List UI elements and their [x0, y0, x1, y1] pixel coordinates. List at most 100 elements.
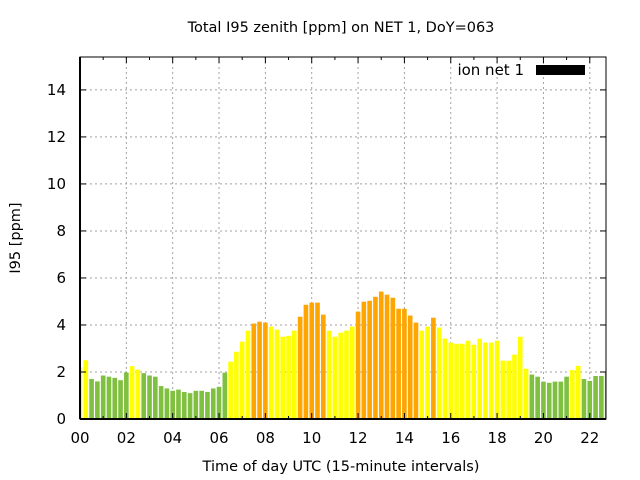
bar	[112, 377, 118, 419]
x-tick-label: 18	[488, 429, 507, 447]
bar	[286, 335, 291, 419]
bar	[454, 343, 459, 419]
bar	[419, 330, 425, 419]
bar	[529, 374, 535, 419]
bar	[604, 372, 606, 419]
x-tick-label: 06	[209, 429, 228, 447]
y-tick-label: 8	[56, 222, 66, 240]
bar	[239, 341, 245, 419]
bar	[448, 342, 454, 419]
y-tick-label: 12	[47, 128, 66, 146]
bar	[465, 340, 471, 419]
bar	[407, 315, 413, 419]
bar	[100, 375, 106, 419]
bar	[263, 322, 268, 419]
bar	[523, 368, 529, 419]
y-axis-label: I95 [ppm]	[8, 202, 24, 273]
bar	[517, 336, 523, 419]
bar	[558, 381, 564, 419]
bar	[141, 373, 147, 419]
bar	[575, 365, 581, 419]
bar	[245, 330, 251, 419]
bar	[344, 330, 349, 419]
bar	[402, 308, 407, 419]
bar	[546, 382, 552, 419]
bar	[413, 322, 419, 419]
y-tick-label: 2	[56, 363, 66, 381]
bar	[378, 291, 384, 419]
bar	[193, 390, 199, 419]
bar	[135, 369, 141, 419]
bar	[442, 338, 448, 419]
bar	[425, 326, 430, 419]
bar	[320, 314, 326, 419]
x-tick-label: 16	[441, 429, 460, 447]
legend-swatch	[536, 65, 585, 75]
bar	[129, 366, 135, 419]
bar	[297, 316, 303, 419]
bar	[506, 360, 511, 419]
y-tick-label: 10	[47, 175, 66, 193]
x-tick-label: 22	[580, 429, 599, 447]
bar	[483, 342, 488, 419]
bar	[292, 330, 297, 419]
chart-title: Total I95 zenith [ppm] on NET 1, DoY=063	[187, 20, 495, 36]
bar	[124, 372, 129, 419]
bar	[164, 388, 170, 419]
x-tick-label: 10	[302, 429, 321, 447]
bar	[471, 344, 477, 419]
bar	[535, 376, 540, 419]
bar	[315, 302, 320, 419]
bar	[257, 321, 262, 419]
bar	[390, 297, 396, 419]
bar	[176, 389, 181, 419]
axes	[79, 56, 607, 420]
bar	[216, 386, 222, 419]
bar	[349, 326, 355, 419]
y-tick-label: 14	[47, 81, 66, 99]
bar	[205, 391, 210, 419]
bar	[187, 393, 193, 419]
x-tick-label: 12	[349, 429, 368, 447]
x-tick-label: 08	[256, 429, 275, 447]
legend-label: ion net 1	[457, 61, 524, 79]
bar	[500, 360, 506, 419]
bar	[280, 336, 286, 419]
bars	[80, 291, 606, 419]
bar	[199, 390, 204, 419]
x-tick-label: 00	[70, 429, 89, 447]
bar	[303, 304, 309, 419]
bar	[326, 330, 332, 419]
bar	[118, 380, 123, 419]
bar	[309, 302, 315, 419]
bar	[222, 372, 228, 419]
bar	[338, 332, 343, 419]
y-tick-label: 4	[56, 316, 66, 334]
bar	[541, 381, 546, 419]
bar	[593, 375, 598, 419]
bar	[355, 311, 361, 419]
bar	[570, 370, 575, 419]
bar	[170, 390, 175, 419]
x-tick-labels: 00 02 04 06 08 10 12 14 16 18 20 22	[70, 429, 599, 447]
bar	[488, 342, 494, 419]
bar	[332, 336, 338, 419]
bar	[384, 294, 390, 419]
bar	[228, 361, 233, 419]
bar	[512, 354, 517, 419]
x-tick-label: 02	[117, 429, 136, 447]
bar	[477, 338, 483, 419]
x-tick-label: 20	[534, 429, 553, 447]
bar	[210, 388, 216, 419]
legend: ion net 1	[457, 61, 585, 79]
x-tick-label: 14	[395, 429, 414, 447]
bar	[581, 379, 587, 419]
bar	[181, 391, 187, 419]
y-tick-label: 0	[56, 410, 66, 428]
bar	[95, 381, 100, 419]
bar	[251, 323, 257, 419]
bar	[587, 380, 593, 419]
bar	[494, 340, 500, 419]
bar	[599, 375, 604, 419]
